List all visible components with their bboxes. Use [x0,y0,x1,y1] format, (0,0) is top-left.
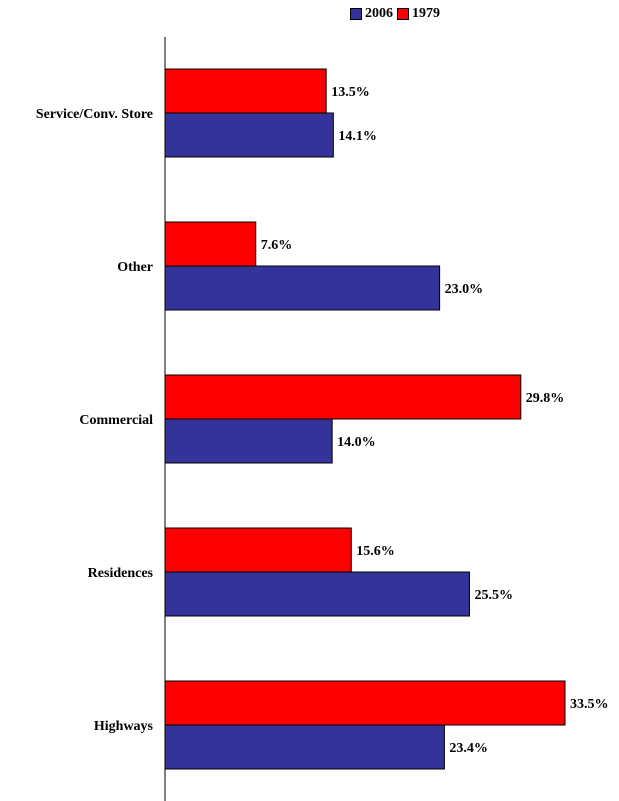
category-label-residences: Residences [88,566,154,581]
legend-item-2006: 2006 [350,6,393,22]
data-label-1979-highways: 33.5% [570,697,609,712]
data-label-2006-commercial: 14.0% [337,435,376,450]
bar-2006-residences [164,571,470,617]
data-label-1979-service-conv-store: 13.5% [331,85,370,100]
data-label-2006-highways: 23.4% [449,741,488,756]
bar-1979-residences [164,527,352,573]
data-label-2006-service-conv-store: 14.1% [338,129,377,144]
category-label-service-conv-store: Service/Conv. Store [36,107,153,122]
category-label-commercial: Commercial [79,413,153,428]
bar-1979-other [164,221,257,267]
legend-swatch-1979 [397,8,409,20]
bar-1979-commercial [164,374,522,420]
data-label-1979-commercial: 29.8% [526,391,565,406]
category-label-other: Other [117,260,153,275]
category-label-highways: Highways [94,719,154,734]
data-label-2006-residences: 25.5% [474,588,512,603]
data-label-2006-other: 23.0% [445,282,484,297]
data-label-1979-other: 7.6% [261,238,293,253]
bar-2006-service-conv-store [164,112,334,158]
bar-1979-service-conv-store [164,68,327,114]
legend-item-1979: 1979 [397,6,440,22]
chart-legend: 2006 1979 [350,6,444,22]
data-label-1979-residences: 15.6% [356,544,395,559]
bar-2006-highways [164,724,445,770]
bar-2006-commercial [164,418,333,464]
bar-2006-other [164,265,441,311]
legend-label-2006: 2006 [365,6,393,21]
legend-swatch-2006 [350,8,362,20]
legend-label-1979: 1979 [412,6,440,21]
bar-1979-highways [164,680,566,726]
